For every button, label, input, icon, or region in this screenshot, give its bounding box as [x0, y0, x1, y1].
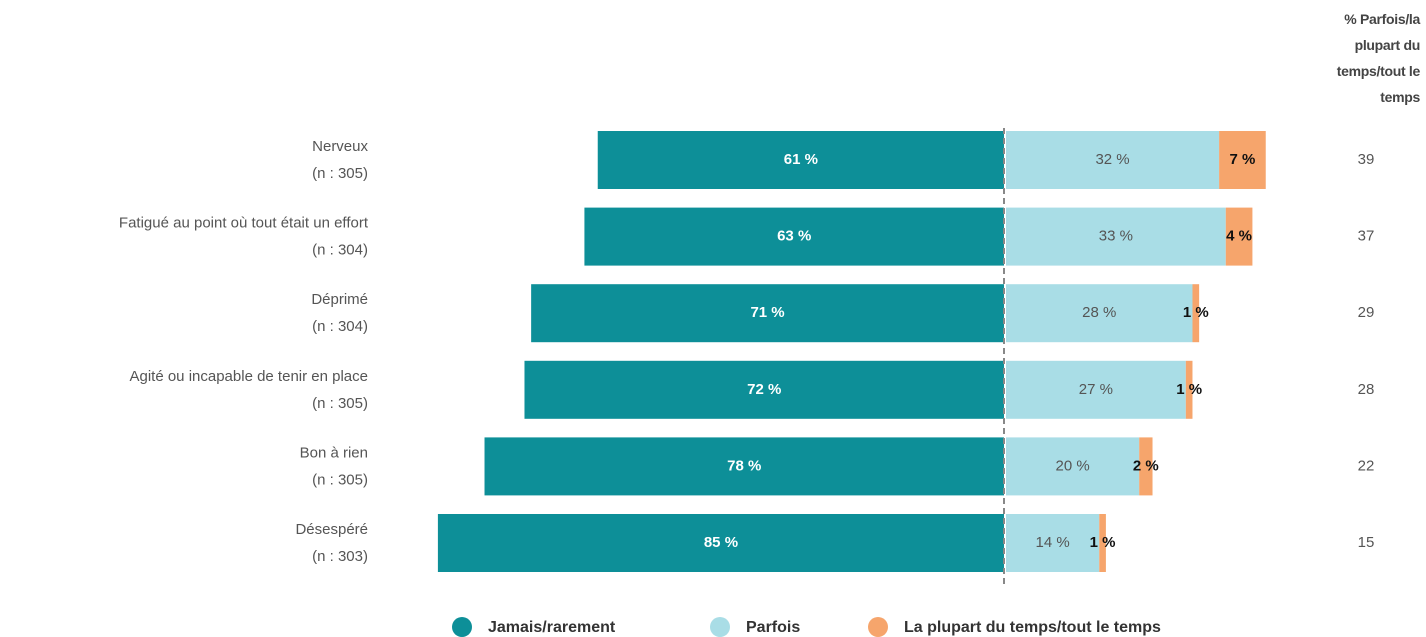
- bar-segment: [1006, 437, 1140, 496]
- bar-segment: [524, 360, 1004, 419]
- value-label: 1 %: [1183, 304, 1209, 321]
- totals-heading: % Parfois/la plupart du temps/tout le te…: [1336, 11, 1421, 105]
- bar-segment: [1219, 131, 1266, 189]
- bar-segment: [597, 131, 1004, 189]
- legend-marker: [868, 617, 888, 637]
- total-value: 37: [1358, 228, 1375, 245]
- category-label: Bon à rien: [300, 444, 368, 461]
- value-label: 71 %: [750, 304, 784, 321]
- legend-marker: [710, 617, 730, 637]
- category-label: Déprimé: [311, 291, 368, 308]
- bar-segment: [531, 284, 1004, 343]
- value-label: 7 %: [1230, 151, 1256, 168]
- value-label: 1 %: [1176, 381, 1202, 398]
- bar-segment: [1006, 360, 1186, 419]
- total-value: 22: [1358, 457, 1375, 474]
- value-label: 72 %: [747, 381, 781, 398]
- category-label: Nerveux: [312, 138, 368, 155]
- category-note: (n : 303): [312, 548, 368, 565]
- total-value: 29: [1358, 304, 1375, 321]
- category-note: (n : 305): [312, 395, 368, 412]
- value-label: 63 %: [777, 228, 811, 245]
- bar-segment: [1099, 514, 1106, 572]
- bar-segment: [1139, 437, 1153, 496]
- value-label: 14 %: [1036, 534, 1070, 551]
- legend-label: Jamais/rarement: [488, 619, 616, 636]
- value-label: 33 %: [1099, 228, 1133, 245]
- value-label: 4 %: [1226, 228, 1252, 245]
- total-value: 15: [1358, 534, 1375, 551]
- legend-marker: [452, 617, 472, 637]
- value-label: 85 %: [704, 534, 738, 551]
- bar-segment: [484, 437, 1004, 496]
- bar-segment: [1006, 284, 1193, 343]
- value-label: 20 %: [1055, 457, 1089, 474]
- bar-segment: [1225, 207, 1253, 266]
- bar-segment: [437, 514, 1004, 572]
- category-label: Agité ou incapable de tenir en place: [129, 368, 368, 385]
- category-note: (n : 305): [312, 165, 368, 182]
- category-label: Fatigué au point où tout était un effort: [119, 215, 369, 232]
- bar-segment: [584, 207, 1004, 266]
- legend-label: Parfois: [746, 619, 800, 636]
- category-note: (n : 305): [312, 471, 368, 488]
- total-value: 39: [1358, 151, 1375, 168]
- value-label: 32 %: [1095, 151, 1129, 168]
- category-note: (n : 304): [312, 242, 368, 259]
- value-label: 78 %: [727, 457, 761, 474]
- value-label: 2 %: [1133, 457, 1159, 474]
- value-label: 28 %: [1082, 304, 1116, 321]
- bar-segment: [1006, 131, 1220, 189]
- bar-segment: [1006, 514, 1100, 572]
- total-value: 28: [1358, 381, 1375, 398]
- category-label: Désespéré: [295, 521, 368, 538]
- bar-segment: [1192, 284, 1200, 343]
- value-label: 1 %: [1090, 534, 1116, 551]
- value-label: 61 %: [784, 151, 818, 168]
- category-note: (n : 304): [312, 318, 368, 335]
- value-label: 27 %: [1079, 381, 1113, 398]
- bar-segment: [1006, 207, 1226, 266]
- legend-label: La plupart du temps/tout le temps: [904, 619, 1161, 636]
- bar-segment: [1185, 360, 1193, 419]
